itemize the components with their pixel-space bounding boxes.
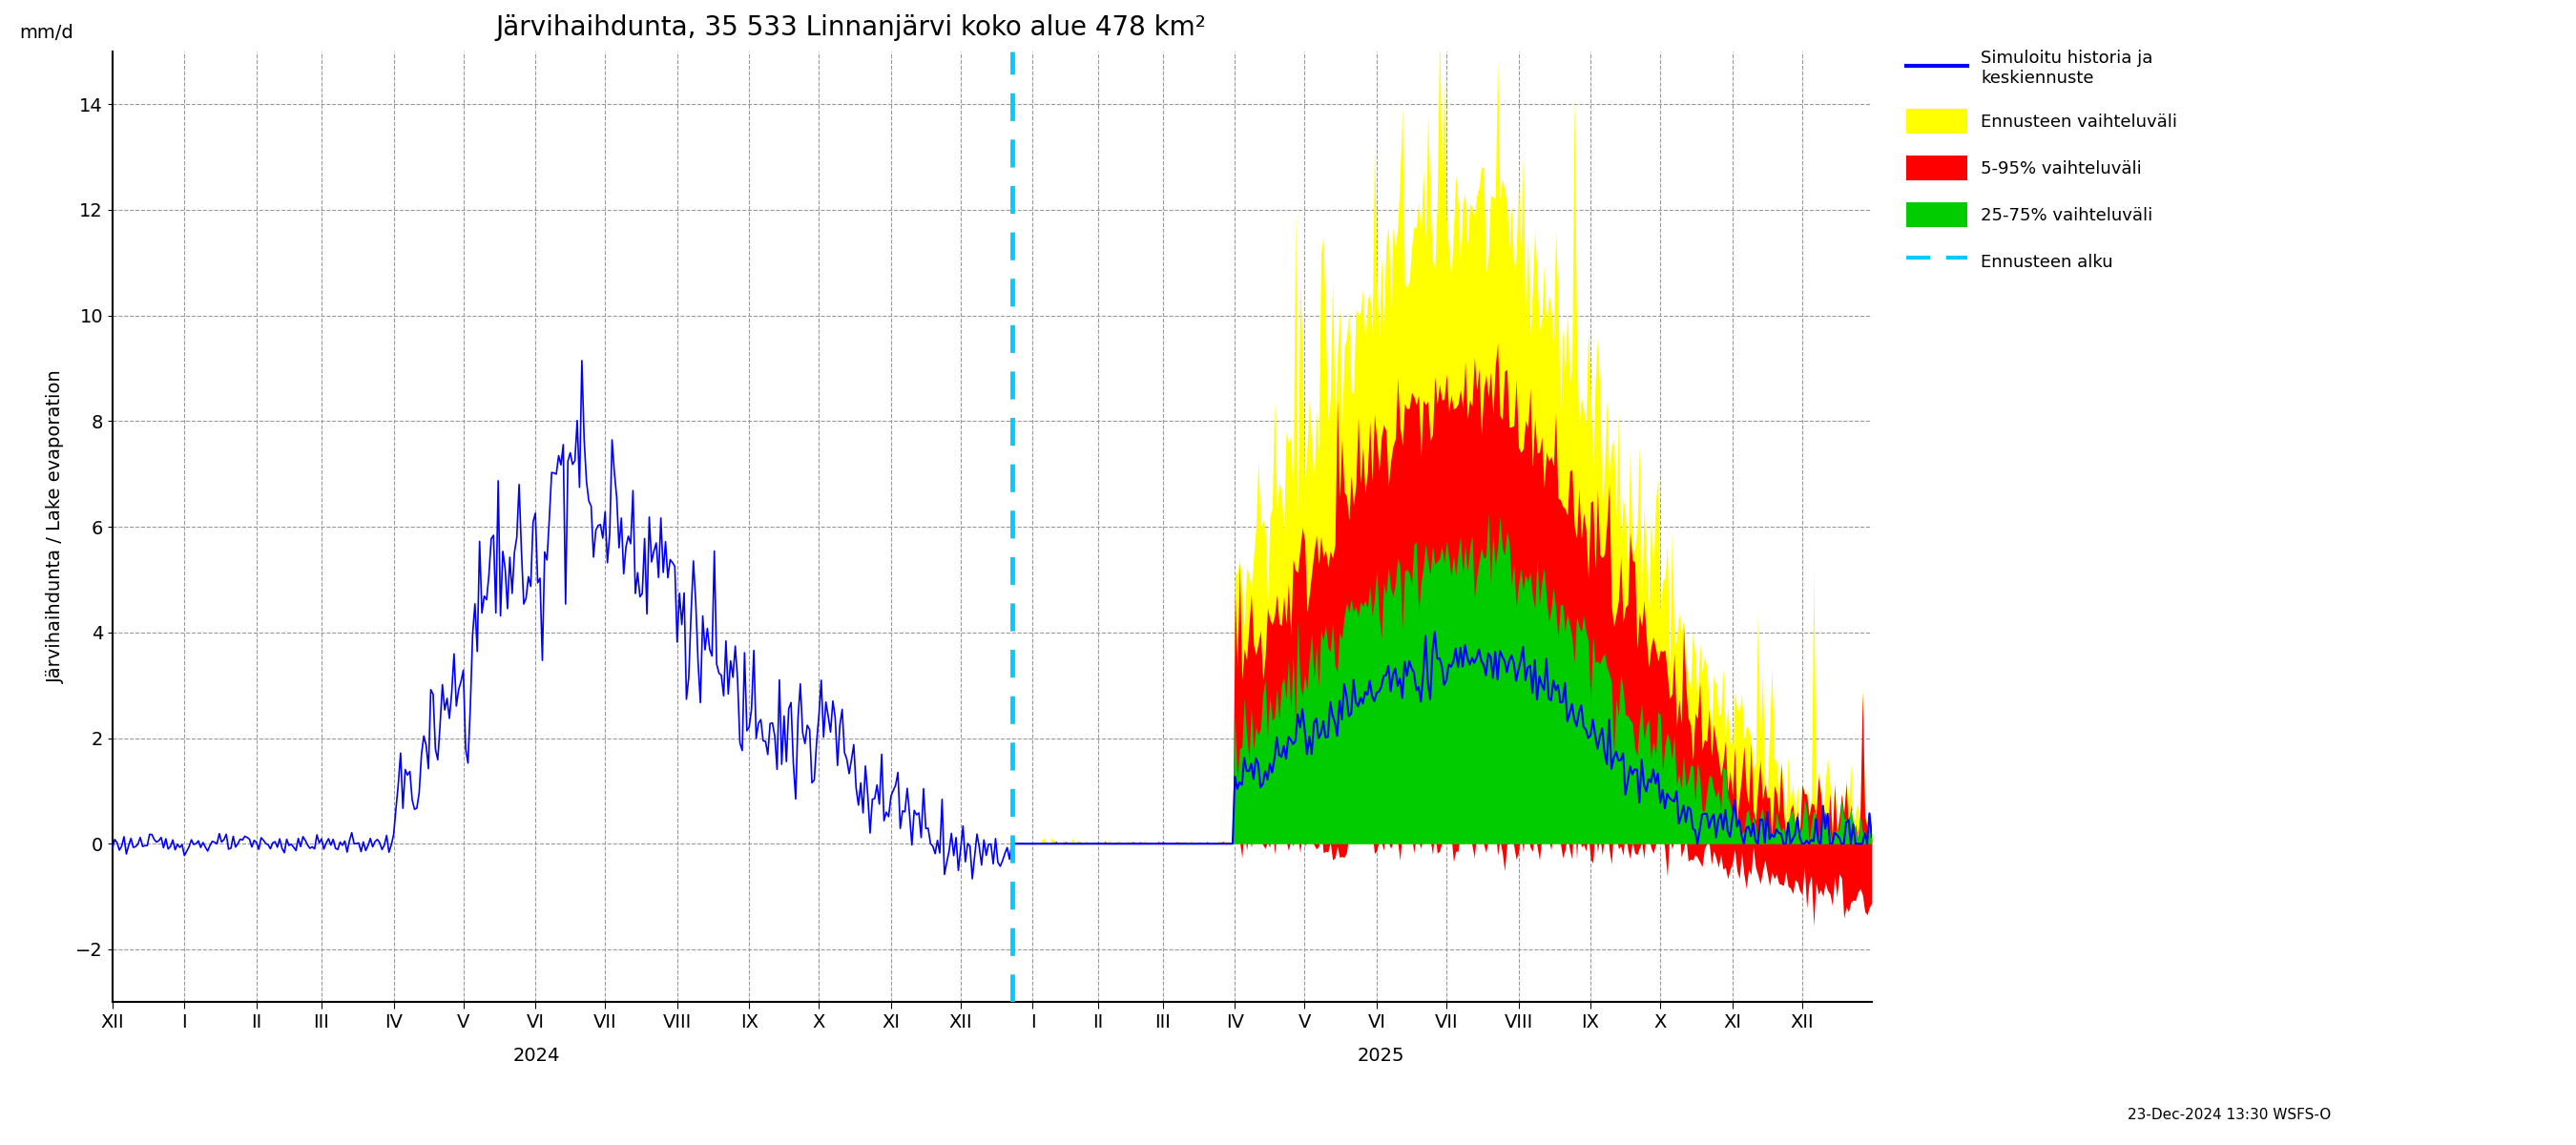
Text: mm/d: mm/d (21, 24, 75, 41)
Text: 2024: 2024 (513, 1048, 559, 1065)
Title: Järvihaihdunta, 35 533 Linnanjärvi koko alue 478 km²: Järvihaihdunta, 35 533 Linnanjärvi koko … (497, 14, 1206, 41)
Legend: Simuloitu historia ja
keskiennuste, Ennusteen vaihteluväli, 5-95% vaihteluväli, : Simuloitu historia ja keskiennuste, Ennu… (1899, 41, 2187, 282)
Text: 2025: 2025 (1358, 1048, 1404, 1065)
Y-axis label: Järvihaihdunta / Lake evaporation: Järvihaihdunta / Lake evaporation (46, 370, 64, 684)
Text: 23-Dec-2024 13:30 WSFS-O: 23-Dec-2024 13:30 WSFS-O (2128, 1108, 2331, 1122)
